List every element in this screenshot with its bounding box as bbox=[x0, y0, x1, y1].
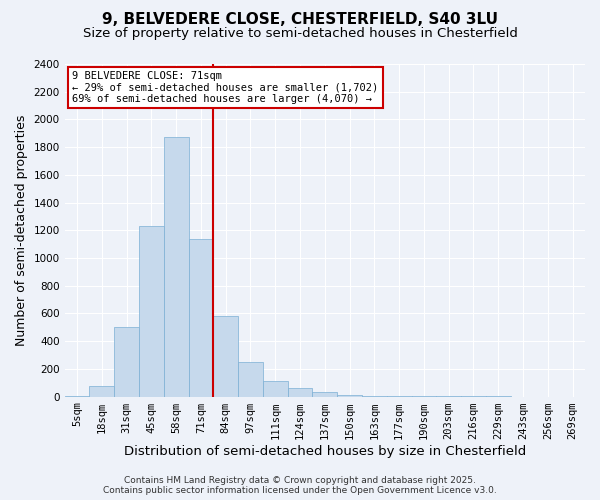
Bar bbox=[238, 362, 263, 396]
Y-axis label: Number of semi-detached properties: Number of semi-detached properties bbox=[15, 114, 28, 346]
Text: Size of property relative to semi-detached houses in Chesterfield: Size of property relative to semi-detach… bbox=[83, 28, 517, 40]
X-axis label: Distribution of semi-detached houses by size in Chesterfield: Distribution of semi-detached houses by … bbox=[124, 444, 526, 458]
Bar bbox=[188, 238, 214, 396]
Bar bbox=[214, 316, 238, 396]
Bar bbox=[313, 392, 337, 396]
Bar bbox=[263, 380, 287, 396]
Text: 9 BELVEDERE CLOSE: 71sqm
← 29% of semi-detached houses are smaller (1,702)
69% o: 9 BELVEDERE CLOSE: 71sqm ← 29% of semi-d… bbox=[72, 71, 379, 104]
Bar bbox=[89, 386, 114, 396]
Bar bbox=[287, 388, 313, 396]
Bar bbox=[164, 138, 188, 396]
Text: 9, BELVEDERE CLOSE, CHESTERFIELD, S40 3LU: 9, BELVEDERE CLOSE, CHESTERFIELD, S40 3L… bbox=[102, 12, 498, 28]
Bar bbox=[337, 395, 362, 396]
Text: Contains HM Land Registry data © Crown copyright and database right 2025.
Contai: Contains HM Land Registry data © Crown c… bbox=[103, 476, 497, 495]
Bar bbox=[139, 226, 164, 396]
Bar bbox=[114, 328, 139, 396]
